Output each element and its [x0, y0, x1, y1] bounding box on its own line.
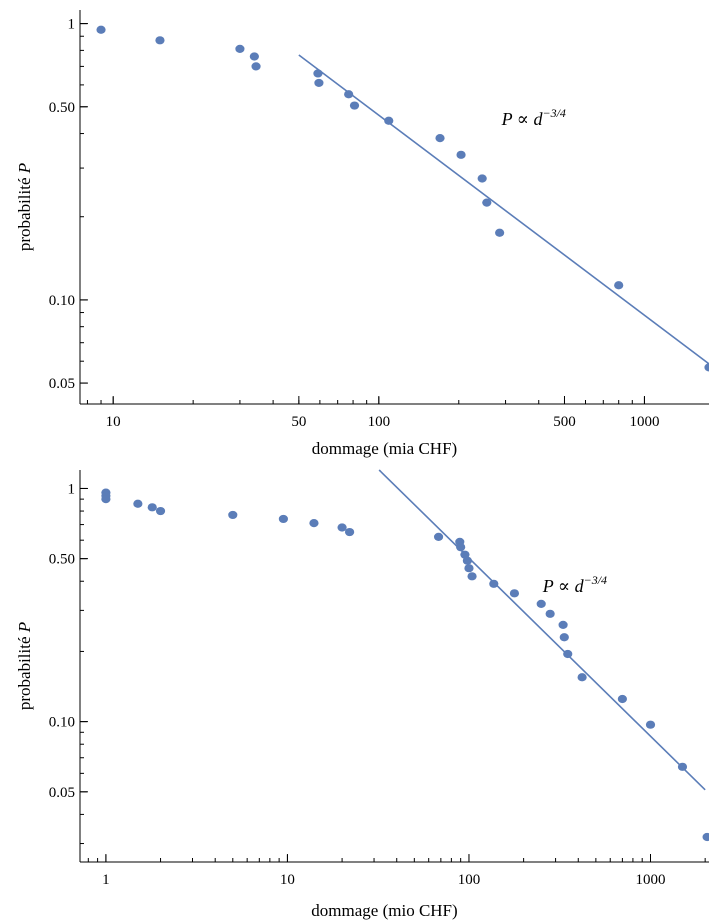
data-point [462, 556, 472, 565]
power-law-fit-line [378, 469, 706, 791]
data-point [155, 506, 166, 516]
data-point [495, 228, 505, 237]
x-axis-title: dommage (mio CHF) [311, 901, 457, 920]
data-point [645, 720, 656, 729]
data-point [433, 532, 444, 541]
chart-panel-top: 10 50 100 500 1000 0.05 0.10 0.50 1 dommage (mia … [15, 10, 709, 458]
data-point [464, 564, 474, 573]
data-point [563, 649, 573, 659]
data-point [545, 609, 555, 618]
power-law-annotation: P ∝ d−3/4 [542, 573, 607, 596]
data-point [435, 134, 445, 143]
power-law-annotation: P ∝ d−3/4 [501, 106, 566, 129]
y-tick-label: 0.10 [49, 293, 75, 309]
data-point [344, 90, 354, 99]
x-axis-title: dommage (mia CHF) [312, 439, 457, 458]
data-point [278, 514, 288, 524]
data-point [577, 673, 587, 682]
data-point [384, 116, 394, 125]
y-tick-label: 0.50 [49, 100, 75, 116]
x-tick-label: 1000 [629, 414, 659, 430]
data-point [96, 25, 106, 34]
data-point [337, 523, 347, 532]
data-point [349, 101, 360, 110]
y-axis-title: probabilité P [15, 622, 34, 710]
chart-panel-bottom: 1 10 100 1000 0.05 0.10 0.50 1 dommage (mio CHF)… [15, 469, 709, 920]
data-point [477, 174, 487, 183]
data-point [536, 599, 546, 608]
data-point [558, 620, 568, 629]
x-tick-label: 10 [106, 414, 121, 430]
data-point [704, 363, 709, 372]
data-point [677, 762, 688, 771]
y-tick-label: 0.10 [49, 715, 75, 731]
data-point [313, 69, 323, 78]
data-point [228, 510, 238, 520]
data-point [147, 503, 157, 512]
x-tick-label: 500 [553, 414, 576, 430]
data-point [155, 36, 165, 45]
y-tick-label: 0.05 [49, 785, 75, 801]
x-tick-label: 1 [102, 872, 110, 888]
x-tick-label: 50 [291, 414, 306, 430]
data-point [235, 44, 245, 53]
y-axis-title: probabilité P [15, 163, 34, 251]
y-tick-label: 0.50 [49, 552, 75, 568]
data-point [702, 832, 709, 842]
x-tick-label: 1000 [636, 872, 666, 888]
data-point [101, 495, 111, 504]
data-point [344, 527, 355, 537]
data-point [509, 589, 520, 598]
data-point [489, 579, 499, 588]
data-point [309, 519, 319, 528]
power-law-fit-line [298, 54, 709, 365]
data-point [482, 198, 492, 207]
x-tick-label: 10 [280, 872, 295, 888]
data-point [467, 572, 477, 581]
data-point [314, 78, 324, 88]
y-tick-label: 1 [68, 481, 76, 497]
data-point [559, 633, 569, 642]
y-tick-label: 0.05 [49, 376, 75, 392]
data-point [456, 543, 466, 552]
y-tick-label: 1 [68, 17, 76, 33]
data-point [251, 62, 261, 71]
data-point [456, 150, 466, 159]
x-tick-label: 100 [368, 414, 391, 430]
data-point [249, 52, 259, 61]
data-point [617, 694, 627, 704]
data-point [614, 281, 624, 290]
data-point [133, 499, 143, 508]
x-tick-label: 100 [458, 872, 481, 888]
